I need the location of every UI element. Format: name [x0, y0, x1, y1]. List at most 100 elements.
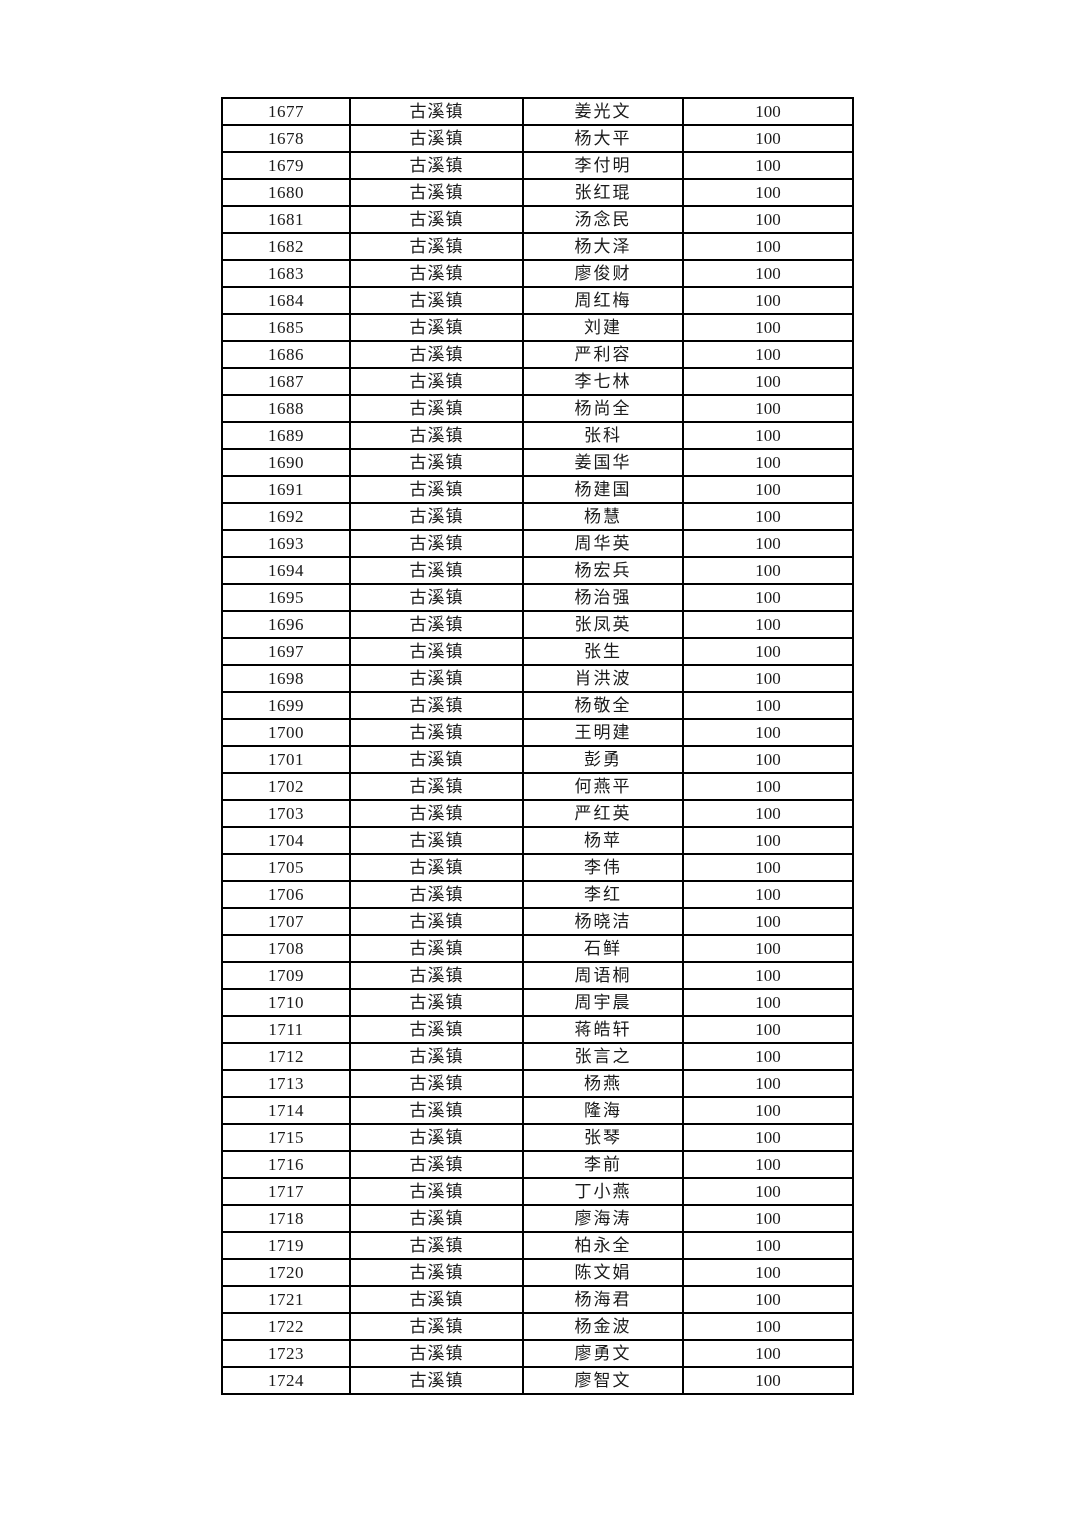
cell-score: 100 — [682, 1366, 854, 1395]
table-row: 1703 古溪镇 严红英 100 — [221, 799, 854, 828]
table-row: 1698 古溪镇 肖洪波 100 — [221, 664, 854, 693]
table-row: 1696 古溪镇 张凤英 100 — [221, 610, 854, 639]
table-row: 1694 古溪镇 杨宏兵 100 — [221, 556, 854, 585]
cell-name: 杨治强 — [522, 583, 684, 612]
cell-town: 古溪镇 — [349, 853, 524, 882]
table-row: 1711 古溪镇 蒋皓轩 100 — [221, 1015, 854, 1044]
cell-town: 古溪镇 — [349, 340, 524, 369]
cell-town: 古溪镇 — [349, 1123, 524, 1152]
cell-serial: 1680 — [221, 178, 351, 207]
cell-name: 杨苹 — [522, 826, 684, 855]
cell-town: 古溪镇 — [349, 1150, 524, 1179]
cell-score: 100 — [682, 1312, 854, 1341]
cell-town: 古溪镇 — [349, 637, 524, 666]
table-row: 1714 古溪镇 隆海 100 — [221, 1096, 854, 1125]
cell-town: 古溪镇 — [349, 124, 524, 153]
cell-name: 肖洪波 — [522, 664, 684, 693]
cell-serial: 1699 — [221, 691, 351, 720]
cell-serial: 1706 — [221, 880, 351, 909]
table-row: 1701 古溪镇 彭勇 100 — [221, 745, 854, 774]
cell-name: 刘建 — [522, 313, 684, 342]
table-row: 1704 古溪镇 杨苹 100 — [221, 826, 854, 855]
cell-serial: 1720 — [221, 1258, 351, 1287]
table-row: 1719 古溪镇 柏永全 100 — [221, 1231, 854, 1260]
cell-name: 蒋皓轩 — [522, 1015, 684, 1044]
cell-name: 姜光文 — [522, 97, 684, 126]
cell-serial: 1681 — [221, 205, 351, 234]
cell-score: 100 — [682, 583, 854, 612]
cell-score: 100 — [682, 340, 854, 369]
cell-town: 古溪镇 — [349, 988, 524, 1017]
cell-town: 古溪镇 — [349, 232, 524, 261]
cell-town: 古溪镇 — [349, 961, 524, 990]
cell-serial: 1718 — [221, 1204, 351, 1233]
table-row: 1716 古溪镇 李前 100 — [221, 1150, 854, 1179]
cell-town: 古溪镇 — [349, 421, 524, 450]
cell-score: 100 — [682, 961, 854, 990]
cell-score: 100 — [682, 772, 854, 801]
cell-score: 100 — [682, 826, 854, 855]
cell-score: 100 — [682, 448, 854, 477]
cell-serial: 1690 — [221, 448, 351, 477]
cell-town: 古溪镇 — [349, 286, 524, 315]
cell-town: 古溪镇 — [349, 880, 524, 909]
cell-serial: 1712 — [221, 1042, 351, 1071]
cell-serial: 1703 — [221, 799, 351, 828]
cell-score: 100 — [682, 1150, 854, 1179]
cell-name: 柏永全 — [522, 1231, 684, 1260]
cell-name: 杨尚全 — [522, 394, 684, 423]
cell-serial: 1710 — [221, 988, 351, 1017]
cell-serial: 1715 — [221, 1123, 351, 1152]
table-row: 1682 古溪镇 杨大泽 100 — [221, 232, 854, 261]
table-row: 1685 古溪镇 刘建 100 — [221, 313, 854, 342]
table-row: 1708 古溪镇 石鲜 100 — [221, 934, 854, 963]
table-row: 1681 古溪镇 汤念民 100 — [221, 205, 854, 234]
cell-score: 100 — [682, 502, 854, 531]
table-row: 1700 古溪镇 王明建 100 — [221, 718, 854, 747]
cell-serial: 1685 — [221, 313, 351, 342]
cell-town: 古溪镇 — [349, 1339, 524, 1368]
cell-score: 100 — [682, 367, 854, 396]
cell-town: 古溪镇 — [349, 1015, 524, 1044]
table-row: 1692 古溪镇 杨慧 100 — [221, 502, 854, 531]
cell-name: 杨金波 — [522, 1312, 684, 1341]
cell-serial: 1687 — [221, 367, 351, 396]
cell-name: 张琴 — [522, 1123, 684, 1152]
cell-town: 古溪镇 — [349, 313, 524, 342]
cell-score: 100 — [682, 1096, 854, 1125]
table-row: 1707 古溪镇 杨晓洁 100 — [221, 907, 854, 936]
cell-serial: 1702 — [221, 772, 351, 801]
cell-name: 张凤英 — [522, 610, 684, 639]
cell-town: 古溪镇 — [349, 475, 524, 504]
cell-score: 100 — [682, 1339, 854, 1368]
cell-score: 100 — [682, 556, 854, 585]
cell-score: 100 — [682, 1042, 854, 1071]
cell-serial: 1709 — [221, 961, 351, 990]
cell-serial: 1697 — [221, 637, 351, 666]
cell-score: 100 — [682, 259, 854, 288]
cell-town: 古溪镇 — [349, 1366, 524, 1395]
cell-name: 廖智文 — [522, 1366, 684, 1395]
cell-score: 100 — [682, 934, 854, 963]
cell-town: 古溪镇 — [349, 1177, 524, 1206]
cell-town: 古溪镇 — [349, 205, 524, 234]
cell-name: 陈文娟 — [522, 1258, 684, 1287]
cell-name: 姜国华 — [522, 448, 684, 477]
cell-name: 李前 — [522, 1150, 684, 1179]
cell-name: 隆海 — [522, 1096, 684, 1125]
table-row: 1684 古溪镇 周红梅 100 — [221, 286, 854, 315]
cell-town: 古溪镇 — [349, 907, 524, 936]
cell-name: 廖勇文 — [522, 1339, 684, 1368]
cell-name: 汤念民 — [522, 205, 684, 234]
cell-town: 古溪镇 — [349, 718, 524, 747]
cell-town: 古溪镇 — [349, 934, 524, 963]
cell-serial: 1678 — [221, 124, 351, 153]
table-row: 1723 古溪镇 廖勇文 100 — [221, 1339, 854, 1368]
cell-serial: 1686 — [221, 340, 351, 369]
table-row: 1699 古溪镇 杨敬全 100 — [221, 691, 854, 720]
cell-score: 100 — [682, 1285, 854, 1314]
table-row: 1689 古溪镇 张科 100 — [221, 421, 854, 450]
cell-serial: 1682 — [221, 232, 351, 261]
cell-name: 周红梅 — [522, 286, 684, 315]
cell-name: 杨燕 — [522, 1069, 684, 1098]
